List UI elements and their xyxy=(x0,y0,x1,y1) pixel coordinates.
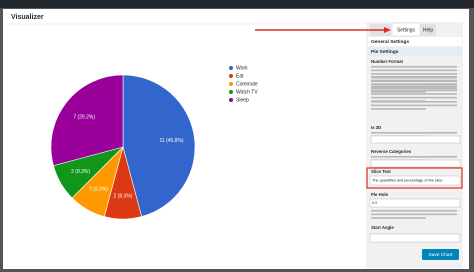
slice-label: 7 (29.2%) xyxy=(73,115,95,121)
description-line xyxy=(371,84,457,86)
legend-marker xyxy=(229,98,233,102)
description-line xyxy=(371,79,457,82)
description-line xyxy=(371,217,426,219)
button-label[interactable]: Save Chart xyxy=(429,252,454,258)
legend-marker xyxy=(229,66,233,70)
legend-marker xyxy=(229,74,233,78)
field-label: Pie Hole xyxy=(371,192,389,197)
section-header[interactable] xyxy=(368,37,462,46)
input[interactable] xyxy=(369,233,461,243)
tab-label[interactable]: Help xyxy=(423,27,434,33)
select[interactable] xyxy=(369,175,461,186)
description-line xyxy=(371,76,457,78)
tab-label[interactable]: Settings xyxy=(397,27,416,33)
legend-marker xyxy=(229,82,233,86)
description-line xyxy=(371,96,457,99)
description-line xyxy=(371,213,457,216)
description-line xyxy=(371,83,457,85)
description-line xyxy=(371,86,457,88)
pie-chart: 11 (45.8%) Work 2 (8.3%) Eat 2 (8.3%) Commute… xyxy=(50,65,258,220)
field-label: Slice Text xyxy=(371,169,391,174)
slice-label: 2 (8.3%) xyxy=(114,193,133,199)
slice-label: 11 (45.8%) xyxy=(159,138,183,144)
description-line xyxy=(371,156,457,158)
input[interactable] xyxy=(369,198,461,208)
legend-label: Watch TV xyxy=(236,89,258,95)
save-button[interactable] xyxy=(422,249,459,260)
description-line xyxy=(371,91,426,93)
field-label: Start Angle xyxy=(371,225,394,230)
description-line xyxy=(371,89,457,92)
annotation-arrowhead xyxy=(384,27,391,33)
section-title[interactable]: General Settings xyxy=(371,39,409,45)
legend-label: Work xyxy=(236,65,248,71)
description-line xyxy=(371,69,457,72)
modal-title: Visualizer xyxy=(11,14,44,21)
tab[interactable] xyxy=(420,24,436,36)
field-label: Number Format xyxy=(371,59,404,64)
description-line xyxy=(371,66,457,68)
input-value[interactable]: 0.0 xyxy=(372,201,377,205)
pie-slice xyxy=(50,74,124,167)
description-line xyxy=(371,101,457,103)
description-line xyxy=(371,73,457,75)
description-line xyxy=(371,86,426,89)
fields: Number Format Is 3D Reverse Categories Slic… xyxy=(370,59,461,239)
legend-label: Sleep xyxy=(236,97,249,103)
input xyxy=(370,159,461,168)
field-label: Is 3D xyxy=(371,125,381,130)
description-line xyxy=(371,108,426,110)
legend-label: Commute xyxy=(236,81,258,87)
sidebar xyxy=(366,22,463,268)
section-title[interactable]: Pie Settings xyxy=(371,49,399,55)
description-line xyxy=(371,132,457,134)
slice-label: 2 (8.3%) xyxy=(71,169,90,175)
slice-label: 2 (8.3%) xyxy=(89,187,108,193)
description-line xyxy=(371,104,457,107)
select-value[interactable]: The quantities and percentage of the sli… xyxy=(372,179,443,183)
pie-slice xyxy=(122,74,196,217)
input xyxy=(370,135,461,144)
highlight-box xyxy=(366,167,463,189)
description-line xyxy=(371,93,457,95)
description-line xyxy=(371,210,457,212)
legend-label: Eat xyxy=(236,73,244,79)
admin-bar xyxy=(0,0,474,8)
legend-marker xyxy=(229,90,233,94)
field-label: Reverse Categories xyxy=(371,149,412,154)
description-line xyxy=(371,76,457,79)
section-header[interactable] xyxy=(368,47,462,56)
